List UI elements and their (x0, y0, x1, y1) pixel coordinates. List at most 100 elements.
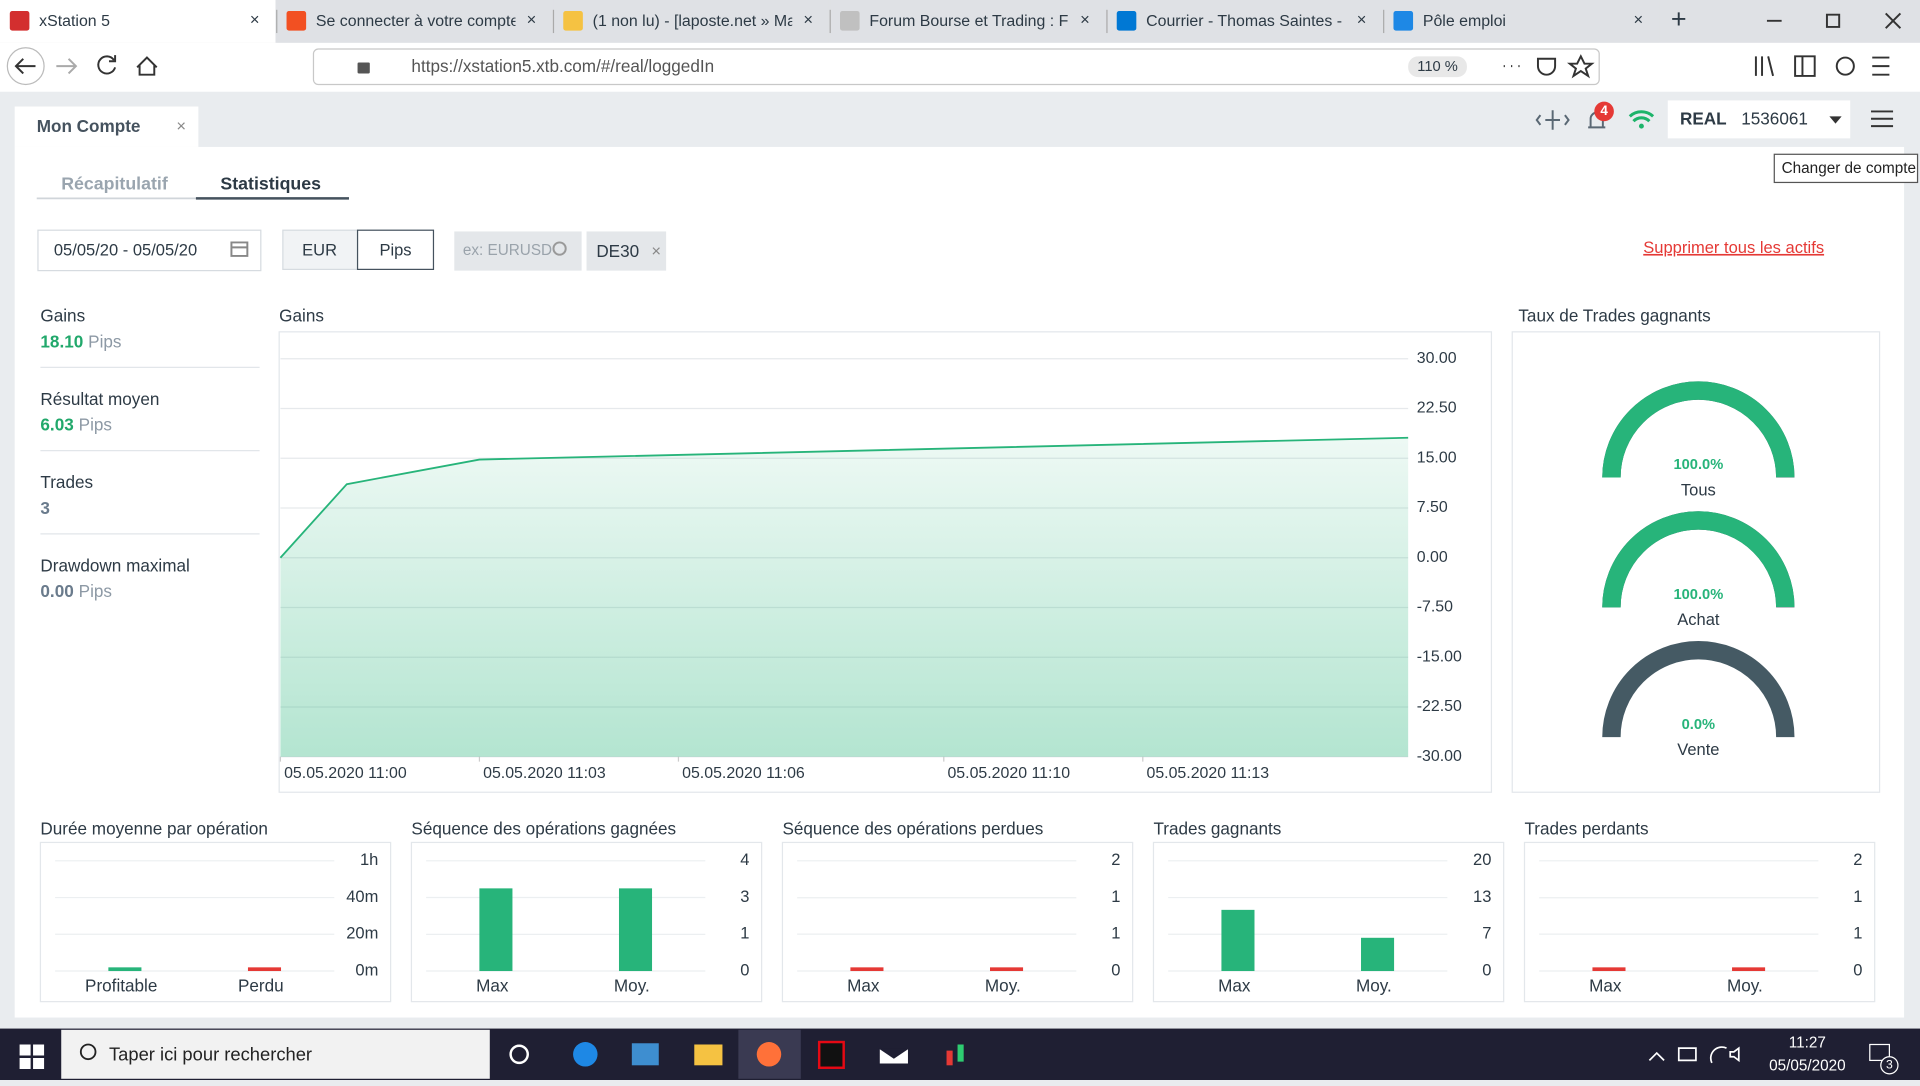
browser-tab[interactable] (830, 0, 1106, 43)
app-explorer[interactable] (694, 1044, 723, 1066)
chart-title: Trades perdants (1524, 819, 1648, 839)
tab-close[interactable]: × (250, 10, 260, 29)
start-button[interactable] (19, 1044, 45, 1069)
subtab[interactable]: Récapitulatif (61, 174, 168, 194)
x-tick-label: Perdu (238, 975, 284, 995)
chart-title: Gains (279, 306, 324, 326)
tab-close[interactable]: × (527, 10, 537, 29)
y-tick-label: 0.00 (1417, 549, 1448, 566)
browser-tab[interactable] (0, 0, 276, 43)
forward-button[interactable] (56, 58, 78, 75)
tab-title: Courrier - Thomas Saintes - Ou (1146, 13, 1368, 30)
app-tab[interactable] (14, 106, 199, 147)
unit-button-active[interactable] (356, 229, 435, 271)
tab-favicon (1116, 11, 1137, 31)
browser-tab[interactable] (553, 0, 829, 43)
y-tick-label: 3 (740, 887, 749, 906)
bar (1732, 967, 1766, 972)
tab-title: (1 non lu) - [laposte.net » Mail (593, 13, 803, 30)
account-icon[interactable] (1835, 56, 1855, 76)
tab-close[interactable]: × (1357, 10, 1367, 29)
chart-title: Séquence des opérations perdues (782, 819, 1043, 839)
transfer-icon[interactable] (1535, 110, 1570, 130)
chart-frame (278, 331, 1493, 793)
task-view[interactable] (509, 1044, 529, 1065)
gains-area (280, 437, 1409, 757)
tab-favicon (286, 11, 307, 31)
x-tick-label: Max (847, 975, 880, 995)
x-tick-label: Max (1589, 975, 1622, 995)
notification-count: 4 (1600, 103, 1608, 118)
summary-label: Drawdown maximal (40, 555, 189, 575)
gauge-value (1602, 381, 1795, 478)
bar (1592, 967, 1626, 972)
app-store[interactable] (631, 1043, 659, 1066)
chart-frame (1152, 841, 1505, 1003)
page-actions[interactable] (1503, 54, 1595, 79)
tab-close[interactable]: × (1080, 10, 1090, 29)
browser-tab[interactable] (276, 0, 553, 43)
chart-title: Séquence des opérations gagnées (411, 819, 676, 839)
x-tick-label: 05.05.2020 11:13 (1146, 765, 1269, 782)
app-mail[interactable] (878, 1047, 910, 1065)
x-tick-label: Profitable (85, 975, 157, 995)
gauge-category: Vente (1677, 740, 1719, 759)
search-input[interactable] (454, 231, 582, 271)
account-number: 1536061 (1741, 109, 1808, 129)
summary-value: 3 (40, 498, 50, 518)
x-tick-label: Moy. (1356, 975, 1392, 995)
tab-favicon (1393, 11, 1414, 31)
action-center[interactable] (1869, 1043, 1891, 1062)
chart-frame (410, 841, 763, 1003)
tray-icons[interactable] (1648, 1046, 1740, 1064)
tab-close[interactable]: × (803, 10, 813, 29)
summary-unit: Pips (88, 331, 121, 351)
zoom-badge[interactable] (1408, 56, 1467, 78)
y-tick-label: 0 (1853, 960, 1862, 979)
tab-close[interactable]: × (1634, 10, 1644, 29)
browser-tab[interactable] (1383, 0, 1660, 43)
y-tick-label: 0 (1111, 960, 1120, 979)
y-tick-label: 1 (1111, 923, 1120, 942)
x-tick-label: 05.05.2020 11:00 (284, 765, 407, 782)
clear-link[interactable]: Supprimer tous les actifs (1643, 238, 1824, 257)
home-button[interactable] (136, 56, 158, 76)
y-tick-label: 15.00 (1417, 449, 1457, 466)
y-tick-label: -15.00 (1417, 648, 1462, 665)
bar (1361, 937, 1395, 972)
menu-icon[interactable] (1871, 110, 1894, 128)
action-count: 3 (1886, 1058, 1893, 1072)
summary-value: 0.00 (40, 581, 73, 601)
tab-title: Se connecter à votre compte M (316, 13, 537, 30)
app-tab-close[interactable]: × (176, 117, 186, 136)
app-edge[interactable] (573, 1042, 598, 1067)
y-tick-label: -30.00 (1417, 748, 1462, 765)
y-tick-label: 4 (740, 850, 749, 869)
instrument-chip[interactable] (586, 231, 667, 271)
taskbar-search-text: Taper ici pour rechercher (109, 1043, 312, 1064)
chart-title: Durée moyenne par opération (40, 819, 268, 839)
date-range-input[interactable] (37, 229, 262, 272)
toolbar-icons[interactable] (1754, 55, 1890, 77)
bar (618, 888, 653, 972)
url-bar[interactable] (312, 48, 1600, 86)
summary-label: Trades (40, 472, 93, 492)
unit-button[interactable] (282, 229, 359, 271)
bar (247, 967, 282, 972)
bar (1221, 909, 1255, 972)
window-controls[interactable] (1766, 12, 1902, 29)
reload-button[interactable] (97, 55, 117, 75)
chip-remove[interactable]: × (651, 242, 661, 261)
app-xstation[interactable] (946, 1050, 953, 1066)
new-tab[interactable]: + (1671, 4, 1687, 34)
account-switcher[interactable] (1667, 100, 1851, 139)
subtab[interactable]: Statistiques (220, 174, 321, 194)
y-tick-label: 1h (360, 850, 378, 869)
app-netflix[interactable] (817, 1040, 845, 1069)
x-tick-label: Max (1218, 975, 1251, 995)
browser-tab[interactable] (1106, 0, 1383, 43)
back-button[interactable] (6, 47, 45, 86)
taskbar-search[interactable] (61, 1029, 490, 1079)
